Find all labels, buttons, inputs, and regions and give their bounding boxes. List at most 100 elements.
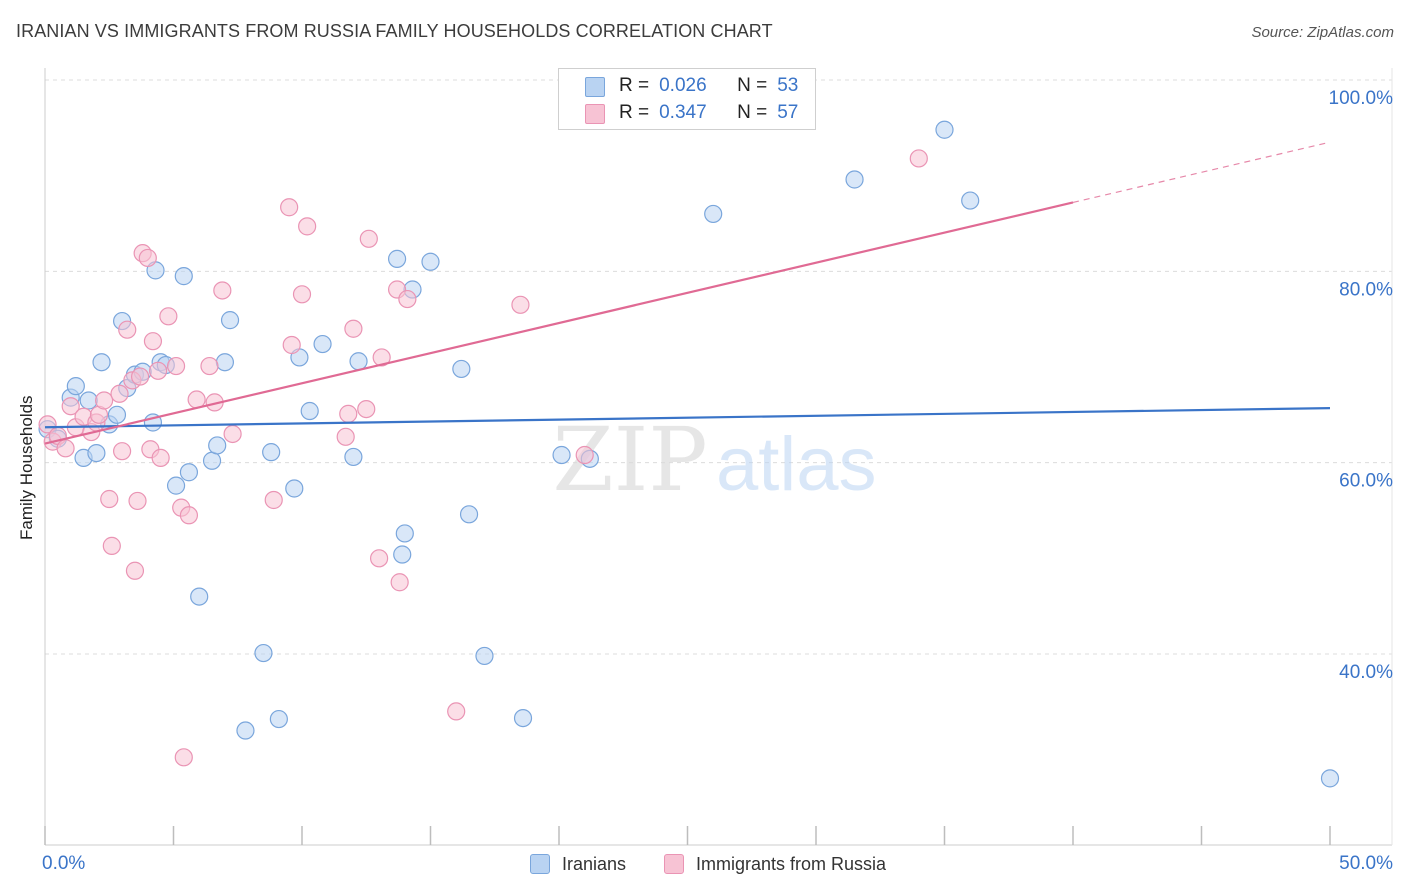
russia-point bbox=[148, 361, 168, 380]
iranians-point bbox=[513, 708, 533, 728]
labels-layer: 40.0% 60.0% 80.0% 100.0% 0.0% 50.0% bbox=[42, 88, 1393, 874]
russia-point bbox=[125, 561, 145, 580]
iranians-trend-line bbox=[44, 407, 1331, 429]
y-tick-label: 60.0% bbox=[1339, 471, 1393, 492]
y-tick-label: 40.0% bbox=[1339, 662, 1393, 683]
iranians-swatch bbox=[585, 77, 605, 97]
russia-point bbox=[200, 356, 219, 376]
russia-point bbox=[213, 281, 232, 300]
iranians-point bbox=[349, 352, 368, 371]
points-layer bbox=[38, 70, 1340, 788]
russia-trend-line bbox=[44, 201, 1074, 445]
n-label: N = bbox=[737, 102, 768, 123]
iranians-point bbox=[313, 334, 332, 354]
iranians-point bbox=[704, 204, 723, 224]
russia-point bbox=[280, 198, 299, 217]
russia-n-value: 57 bbox=[777, 102, 799, 123]
watermark-zip: ZIP bbox=[552, 408, 707, 511]
iranians-point bbox=[1320, 769, 1340, 788]
iranians-point bbox=[452, 359, 471, 379]
russia-point bbox=[298, 217, 317, 236]
russia-point bbox=[110, 384, 129, 403]
russia-point bbox=[151, 448, 170, 467]
iranians-n-value: 53 bbox=[777, 75, 799, 96]
iranians-point bbox=[421, 252, 440, 271]
iranians-point bbox=[236, 721, 255, 740]
iranians-point bbox=[202, 451, 222, 470]
russia-point bbox=[38, 415, 57, 434]
watermark-atlas: atlas bbox=[716, 422, 877, 507]
russia-point bbox=[292, 285, 312, 304]
iranians-point bbox=[935, 120, 954, 139]
russia-point bbox=[344, 319, 363, 338]
iranians-point bbox=[254, 643, 273, 663]
russia-point bbox=[61, 397, 80, 416]
russia-point bbox=[390, 573, 409, 592]
iranians-point bbox=[262, 443, 281, 462]
iranians-point bbox=[300, 401, 319, 421]
russia-point bbox=[130, 367, 150, 386]
trend-layer bbox=[44, 141, 1331, 445]
r-label: R = bbox=[619, 102, 650, 123]
iranians-point bbox=[475, 646, 494, 666]
axes-layer bbox=[44, 68, 1393, 846]
russia-point bbox=[264, 490, 283, 510]
russia-point bbox=[398, 289, 417, 309]
russia-point bbox=[166, 356, 186, 376]
stats-legend-row-russia: R = 0.347 N = 57 bbox=[585, 101, 799, 125]
stats-legend-row-iranians: R = 0.026 N = 53 bbox=[585, 74, 799, 98]
russia-point bbox=[359, 229, 378, 248]
russia-point bbox=[282, 335, 301, 355]
russia-point bbox=[138, 248, 157, 268]
russia-point bbox=[128, 491, 147, 511]
iranians-point bbox=[961, 191, 980, 210]
x-tick-label: 0.0% bbox=[42, 853, 85, 874]
n-label: N = bbox=[737, 75, 768, 96]
russia-point bbox=[447, 702, 466, 721]
russia-point bbox=[370, 549, 389, 568]
russia-point bbox=[100, 489, 119, 509]
iranians-point bbox=[459, 505, 479, 524]
iranians-point bbox=[393, 545, 412, 564]
chart-title: IRANIAN VS IMMIGRANTS FROM RUSSIA FAMILY… bbox=[16, 21, 773, 41]
russia-legend-label: Immigrants from Russia bbox=[696, 853, 887, 874]
iranians-legend-swatch bbox=[530, 854, 550, 874]
russia-r-value: 0.347 bbox=[659, 102, 707, 123]
russia-point bbox=[143, 332, 163, 351]
russia-point bbox=[223, 424, 242, 444]
russia-point bbox=[112, 442, 132, 461]
iranians-point bbox=[285, 479, 304, 498]
russia-point bbox=[159, 307, 178, 326]
iranians-point bbox=[166, 476, 186, 495]
russia-point bbox=[174, 748, 193, 767]
y-tick-label: 100.0% bbox=[1329, 88, 1394, 109]
russia-point bbox=[357, 399, 376, 419]
iranians-r-value: 0.026 bbox=[659, 75, 707, 96]
russia-point bbox=[118, 320, 137, 339]
iranians-point bbox=[174, 267, 193, 286]
iranians-point bbox=[208, 436, 227, 455]
russia-point bbox=[339, 404, 358, 423]
y-axis-label: Family Households bbox=[17, 395, 36, 540]
iranians-point bbox=[87, 444, 106, 463]
russia-point bbox=[95, 391, 114, 410]
r-label: R = bbox=[619, 75, 650, 96]
watermark: ZIP atlas bbox=[552, 408, 876, 511]
x-tick-label: 50.0% bbox=[1339, 853, 1393, 874]
iranians-point bbox=[66, 377, 85, 396]
iranians-point bbox=[220, 311, 240, 330]
iranians-point bbox=[387, 249, 407, 268]
russia-trend-line-extension bbox=[1072, 141, 1331, 204]
legend-item-iranians: Iranians bbox=[530, 852, 626, 876]
iranians-point bbox=[552, 445, 571, 465]
iranians-point bbox=[92, 353, 111, 372]
iranians-point bbox=[179, 463, 199, 482]
russia-point bbox=[56, 439, 75, 458]
legend-item-russia: Immigrants from Russia bbox=[664, 852, 886, 876]
iranians-point bbox=[79, 391, 98, 410]
iranians-point bbox=[344, 447, 363, 467]
iranians-point bbox=[845, 170, 864, 189]
iranians-point bbox=[269, 709, 288, 729]
grid-layer bbox=[45, 79, 1392, 655]
